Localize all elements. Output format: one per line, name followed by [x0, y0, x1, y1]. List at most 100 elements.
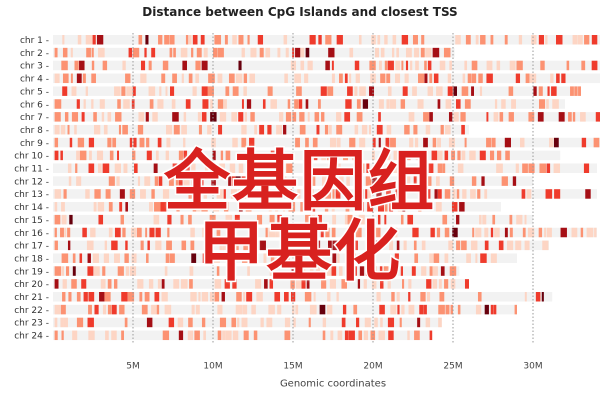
- y-tick-label: chr 6 -: [20, 100, 49, 110]
- heat-cell: [238, 60, 242, 71]
- heat-cell: [161, 292, 168, 302]
- heat-cell: [301, 266, 306, 276]
- heat-cell: [200, 35, 205, 45]
- heat-cell: [128, 47, 133, 58]
- heat-cell: [140, 189, 146, 199]
- heat-cell: [306, 279, 310, 289]
- heat-cell: [151, 304, 157, 315]
- heat-cell: [379, 304, 385, 315]
- heat-cell: [202, 227, 206, 238]
- heat-cell: [165, 150, 169, 161]
- heat-cell: [172, 73, 177, 84]
- heat-cell: [232, 137, 238, 148]
- heat-cell: [124, 253, 129, 263]
- heat-cell: [296, 86, 302, 96]
- heat-cell: [525, 73, 530, 84]
- heat-cell: [429, 112, 433, 122]
- heat-cell: [392, 163, 398, 173]
- heat-cell: [358, 35, 362, 45]
- heat-cell: [158, 176, 163, 186]
- heat-cell: [181, 240, 187, 251]
- heat-cell: [173, 124, 180, 135]
- chromosome-bar: [53, 266, 460, 276]
- heat-cell: [172, 112, 179, 122]
- heat-cell: [574, 86, 578, 96]
- heat-cell: [444, 253, 449, 263]
- heat-cell: [257, 35, 264, 45]
- heat-cell: [278, 253, 283, 263]
- heat-cell: [339, 73, 343, 84]
- heat-cell: [149, 99, 154, 109]
- heat-cell: [341, 317, 346, 328]
- heat-cell: [439, 60, 446, 71]
- heat-cell: [270, 99, 277, 109]
- heat-cell: [88, 163, 95, 173]
- heat-cell: [241, 137, 247, 148]
- heat-cell: [461, 124, 465, 135]
- heat-cell: [387, 86, 392, 96]
- heat-cell: [235, 176, 241, 186]
- heat-cell: [86, 47, 91, 58]
- heat-cell: [54, 99, 62, 109]
- heat-cell: [440, 266, 445, 276]
- heat-cell: [65, 266, 70, 276]
- y-tick-label: chr 15 -: [14, 216, 49, 226]
- heat-cell: [321, 112, 325, 122]
- heat-cell: [241, 124, 247, 135]
- heat-cell: [331, 60, 334, 71]
- heat-cell: [450, 304, 454, 315]
- heat-cell: [61, 214, 67, 225]
- x-tick-label: 10M: [203, 361, 222, 371]
- heat-cell: [354, 124, 359, 135]
- heat-cell: [394, 73, 401, 84]
- heat-cell: [540, 60, 545, 71]
- heat-cell: [390, 137, 396, 148]
- heat-cell: [386, 73, 391, 84]
- heat-cell: [122, 124, 128, 135]
- heat-cell: [405, 60, 409, 71]
- heat-cell: [558, 112, 565, 122]
- heat-cell: [54, 73, 60, 84]
- heat-cell: [74, 60, 79, 71]
- heat-cell: [124, 317, 128, 328]
- heat-cell: [192, 202, 197, 212]
- heat-cell: [477, 189, 481, 199]
- heat-cell: [390, 266, 395, 276]
- heat-cell: [61, 330, 64, 341]
- heat-cell: [178, 176, 183, 186]
- heat-cell: [232, 35, 237, 45]
- heat-cell: [393, 227, 398, 238]
- heat-cell: [140, 240, 144, 251]
- heat-cell: [493, 112, 499, 122]
- heat-cell: [259, 124, 265, 135]
- heat-cell: [236, 292, 242, 302]
- heat-cell: [376, 292, 381, 302]
- heat-cell: [62, 35, 65, 45]
- heat-cell: [63, 317, 68, 328]
- heat-cell: [216, 227, 221, 238]
- heat-cell: [433, 253, 440, 263]
- heat-cell: [572, 112, 576, 122]
- heat-cell: [260, 317, 264, 328]
- heat-cell: [391, 292, 395, 302]
- heat-cell: [116, 176, 120, 186]
- heat-cell: [349, 73, 352, 84]
- heat-cell: [479, 86, 483, 96]
- heat-cell: [253, 330, 258, 341]
- heat-cell: [425, 47, 432, 58]
- heat-cell: [345, 253, 350, 263]
- heat-cell: [400, 266, 403, 276]
- heat-cell: [365, 176, 372, 186]
- heat-cell: [111, 330, 117, 341]
- heat-cell: [122, 227, 126, 238]
- heat-cell: [176, 202, 180, 212]
- heat-cell: [546, 163, 551, 173]
- heat-cell: [191, 304, 195, 315]
- heat-cell: [304, 292, 312, 302]
- heat-cell: [332, 189, 335, 199]
- heat-cell: [212, 150, 216, 161]
- heat-cell: [300, 227, 303, 238]
- heat-cell: [69, 137, 73, 148]
- heat-cell: [524, 214, 527, 225]
- heat-cell: [478, 73, 483, 84]
